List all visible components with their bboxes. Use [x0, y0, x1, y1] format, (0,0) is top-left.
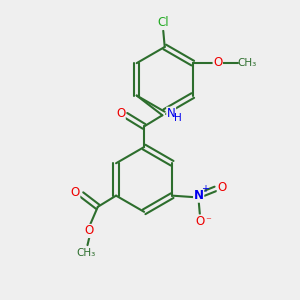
Text: N: N	[194, 189, 204, 202]
Text: Cl: Cl	[158, 16, 169, 29]
Text: ⁻: ⁻	[206, 217, 211, 226]
Text: O: O	[70, 186, 80, 199]
Text: CH₃: CH₃	[76, 248, 96, 258]
Text: CH₃: CH₃	[238, 58, 257, 68]
Text: O: O	[196, 215, 205, 228]
Text: H: H	[174, 112, 182, 123]
Text: +: +	[201, 184, 209, 194]
Text: N: N	[167, 107, 176, 120]
Text: O: O	[84, 224, 94, 238]
Text: O: O	[116, 107, 125, 120]
Text: O: O	[217, 181, 226, 194]
Text: O: O	[213, 56, 222, 69]
